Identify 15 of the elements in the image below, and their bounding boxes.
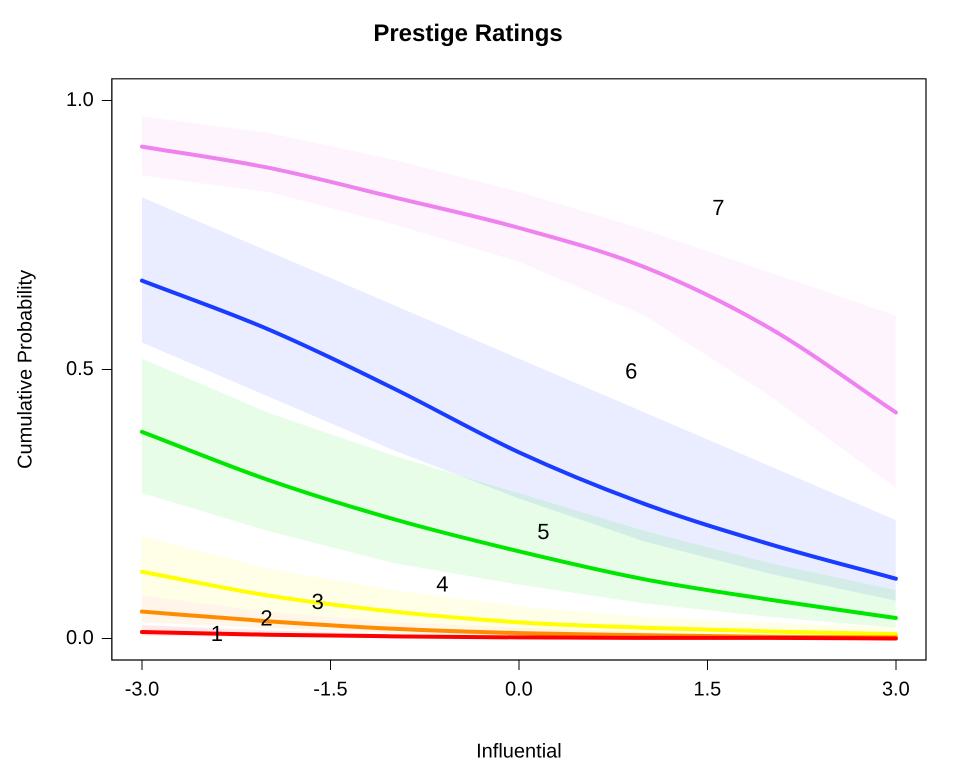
x-tick-label: -3.0	[124, 678, 160, 701]
x-axis-title: Influential	[476, 740, 562, 763]
x-tick-label: 0.0	[504, 678, 533, 701]
annotation: 4	[436, 572, 448, 597]
x-tick-label: 1.5	[693, 678, 722, 701]
y-axis-title: Cumulative Probability	[14, 270, 37, 469]
y-tick-label: 0.5	[66, 358, 94, 380]
annotation: 7	[712, 195, 725, 220]
y-tick-label: 0.0	[66, 626, 94, 649]
x-tick-label: -1.5	[313, 678, 348, 701]
y-tick-label: 1.0	[66, 88, 94, 111]
x-tick-label: 3.0	[882, 678, 910, 701]
chart-title: Prestige Ratings	[373, 20, 563, 48]
annotation: 5	[537, 518, 550, 544]
annotation: 6	[625, 358, 638, 384]
